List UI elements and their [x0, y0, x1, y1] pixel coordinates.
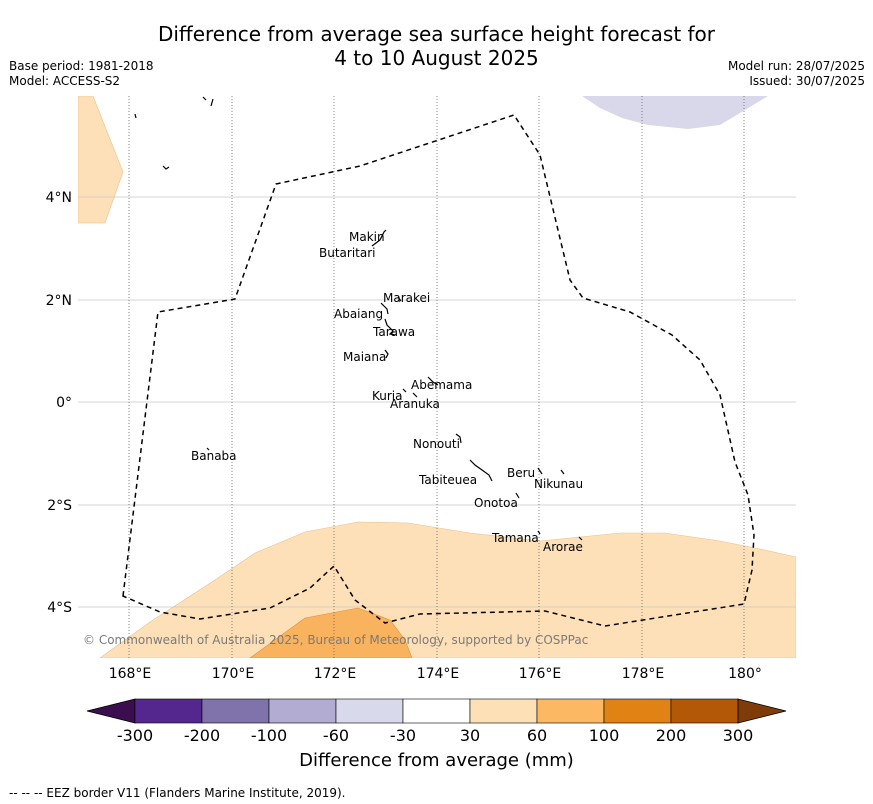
copyright-text: © Commonwealth of Australia 2025, Bureau… [83, 633, 588, 647]
lon-gridlines [128, 96, 745, 658]
x-tick-label: 178°E [622, 666, 665, 682]
eez-border [122, 114, 755, 627]
colorbar-tick-label: -60 [323, 726, 349, 745]
base-period-text: Base period: 1981-2018 [9, 59, 154, 73]
anomaly-light-orange-west [78, 96, 124, 224]
issued-text: Issued: 30/07/2025 [749, 74, 865, 88]
colorbar-segment [268, 698, 337, 724]
colorbar-tick-label: 300 [723, 726, 754, 745]
y-tick-label: 4°N [46, 190, 72, 206]
colorbar-segment [670, 698, 739, 724]
colorbar-segment [201, 698, 270, 724]
colorbar-tick-label: -200 [184, 726, 220, 745]
colorbar-tick-label: 200 [656, 726, 687, 745]
island-label-marakei: Marakei [383, 291, 430, 305]
island-label-butaritari: Butaritari [319, 246, 376, 260]
colorbar-tick-label: 60 [527, 726, 547, 745]
y-tick-label: 0° [56, 395, 72, 411]
island-label-tamana: Tamana [491, 531, 539, 545]
colorbar-tick-label: -30 [390, 726, 416, 745]
meta-right: Model run: 28/07/2025 Issued: 30/07/2025 [728, 59, 865, 89]
colorbar-segment [469, 698, 538, 724]
model-text: Model: ACCESS-S2 [9, 74, 121, 88]
colorbar-segment [402, 698, 471, 724]
colorbar-extend-low [86, 698, 136, 724]
island-outlines [134, 96, 583, 541]
eez-source-note: -- -- -- EEZ border V11 (Flanders Marine… [9, 786, 346, 800]
island-label-aranuka: Aranuka [390, 397, 440, 411]
island-label-tarawa: Tarawa [372, 325, 415, 339]
island-label-arorae: Arorae [543, 540, 583, 554]
island-label-abemama: Abemama [411, 378, 472, 392]
colorbar-segment [134, 698, 203, 724]
x-tick-label: 172°E [314, 666, 357, 682]
meta-left: Base period: 1981-2018 Model: ACCESS-S2 [9, 59, 154, 89]
island-label-banaba: Banaba [191, 449, 237, 463]
x-tick-label: 170°E [212, 666, 255, 682]
island-label-beru: Beru [507, 466, 535, 480]
x-tick-label: 174°E [417, 666, 460, 682]
map-title-line1: Difference from average sea surface heig… [157, 22, 716, 46]
colorbar-tick-label: -100 [251, 726, 287, 745]
colorbar-tick-label: 100 [589, 726, 620, 745]
island-label-onotoa: Onotoa [474, 496, 518, 510]
colorbar-extend-high [737, 698, 787, 724]
anomaly-light-orange-south [99, 521, 796, 658]
island-label-tabiteuea: Tabiteuea [418, 473, 477, 487]
x-tick-label: 168°E [109, 666, 152, 682]
y-tick-label: 2°N [46, 293, 72, 309]
map-area: Makin Butaritari Marakei Abaiang Tarawa … [78, 96, 796, 658]
colorbar-segment [536, 698, 605, 724]
colorbar: -300 -200 -100 -60 -30 30 60 100 200 300 [86, 698, 787, 745]
map-title: Difference from average sea surface heig… [0, 22, 873, 70]
x-tick-label: 180° [728, 666, 762, 682]
colorbar-label: Difference from average (mm) [299, 750, 574, 771]
island-label-makin: Makin [349, 230, 385, 244]
colorbar-segment [335, 698, 404, 724]
y-tick-label: 4°S [47, 600, 72, 616]
island-label-abaiang: Abaiang [334, 307, 383, 321]
island-label-kuria: Kuria [372, 389, 403, 403]
x-axis-ticks: 168°E 170°E 172°E 174°E 176°E 178°E 180° [109, 666, 762, 682]
colorbar-tick-label: -300 [117, 726, 153, 745]
island-labels: Makin Butaritari Marakei Abaiang Tarawa … [191, 230, 583, 554]
island-label-nikunau: Nikunau [534, 477, 583, 491]
map-title-line2: 4 to 10 August 2025 [334, 46, 539, 70]
y-tick-label: 2°S [47, 498, 72, 514]
colorbar-segment [603, 698, 672, 724]
anomaly-mid-orange-south [249, 607, 413, 658]
island-label-nonouti: Nonouti [413, 437, 460, 451]
model-run-text: Model run: 28/07/2025 [727, 59, 865, 73]
colorbar-tick-label: 30 [460, 726, 480, 745]
y-axis-ticks: 4°N 2°N 0° 2°S 4°S [46, 190, 73, 616]
island-label-maiana: Maiana [343, 350, 386, 364]
anomaly-light-purple-north [582, 96, 768, 129]
x-tick-label: 176°E [519, 666, 562, 682]
